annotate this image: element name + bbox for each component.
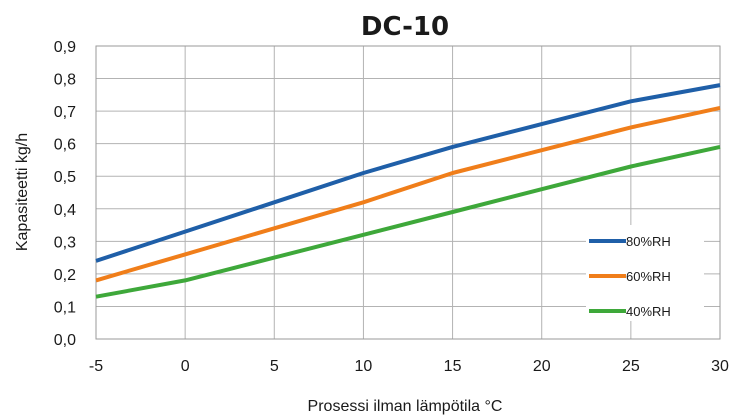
- x-tick-label: 0: [181, 358, 190, 375]
- series-line-60rh: [95, 105, 721, 283]
- y-tick-label: 0,3: [54, 234, 76, 251]
- series-lines: [95, 83, 721, 299]
- x-tick-label: 15: [444, 358, 462, 375]
- legend-label: 80%RH: [626, 234, 671, 249]
- y-tick-label: 0,6: [54, 137, 76, 154]
- x-axis-label: Prosessi ilman lämpötila °C: [308, 398, 503, 415]
- y-tick-label: 0,5: [54, 169, 76, 186]
- y-tick-label: 0,1: [54, 299, 76, 316]
- x-tick-label: 30: [711, 358, 729, 375]
- y-axis-label: Kapasiteetti kg/h: [14, 133, 31, 251]
- series-line-80rh: [95, 83, 721, 263]
- legend: 80%RH 60%RH 40%RH: [586, 225, 704, 321]
- y-tick-label: 0,9: [54, 39, 76, 56]
- y-tick-label: 0,0: [54, 332, 76, 349]
- legend-label: 60%RH: [626, 269, 671, 284]
- y-tick-label: 0,4: [54, 202, 76, 219]
- grid: [95, 45, 721, 340]
- plot-frame: [95, 45, 721, 340]
- chart-title: DC-10: [361, 12, 449, 42]
- x-tick-label: 10: [355, 358, 373, 375]
- y-tick-label: 0,7: [54, 104, 76, 121]
- x-tick-label: -5: [89, 358, 103, 375]
- x-tick-label: 5: [270, 358, 279, 375]
- y-tick-label: 0,2: [54, 267, 76, 284]
- series-line-40rh: [95, 144, 721, 299]
- x-tick-labels: -5 0 5 10 15 20 25 30: [89, 358, 729, 375]
- y-tick-label: 0,8: [54, 72, 76, 89]
- x-tick-label: 25: [622, 358, 640, 375]
- x-tick-label: 20: [533, 358, 551, 375]
- legend-label: 40%RH: [626, 304, 671, 319]
- y-tick-labels: 0,0 0,1 0,2 0,3 0,4 0,5 0,6 0,7 0,8 0,9: [54, 39, 76, 349]
